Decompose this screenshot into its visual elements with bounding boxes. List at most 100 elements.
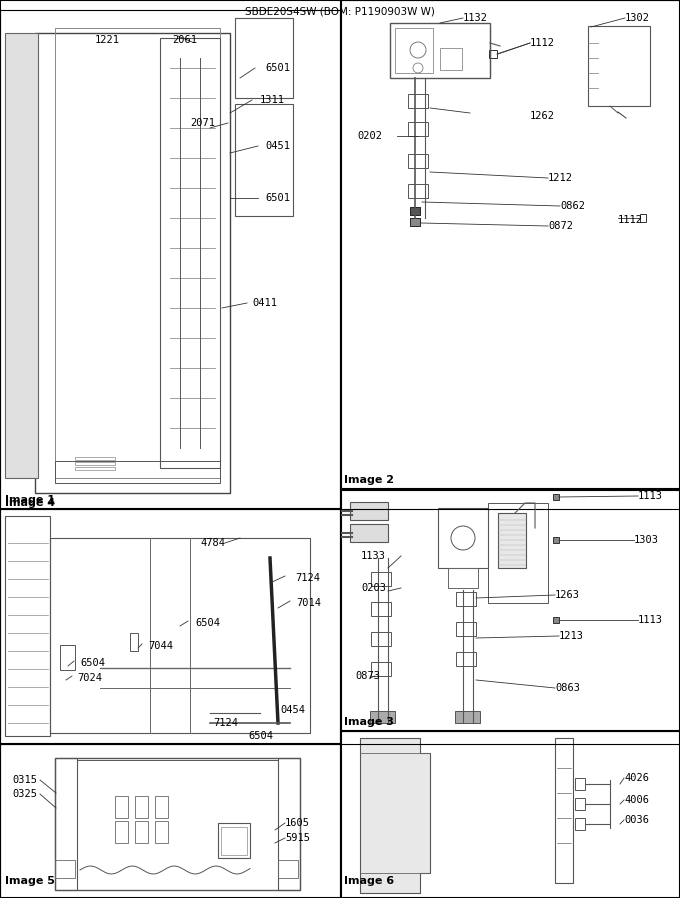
Text: 0454: 0454 — [280, 705, 305, 715]
Text: 1113: 1113 — [638, 491, 663, 501]
Text: 0203: 0203 — [361, 583, 386, 593]
Bar — [489, 50, 497, 58]
Bar — [341, 489, 680, 730]
Bar — [75, 457, 115, 460]
Bar — [155, 821, 168, 843]
Text: 1113: 1113 — [638, 615, 663, 625]
Text: 6504: 6504 — [195, 618, 220, 628]
Text: 0451: 0451 — [265, 141, 290, 151]
Text: 1221: 1221 — [95, 35, 120, 45]
Bar — [75, 467, 115, 470]
Text: Image 2: Image 2 — [344, 475, 394, 485]
Bar — [75, 462, 115, 465]
Text: 0863: 0863 — [555, 683, 580, 693]
Text: 7044: 7044 — [148, 641, 173, 651]
Bar — [221, 827, 247, 855]
Text: 5915: 5915 — [285, 833, 310, 843]
Bar — [371, 632, 391, 646]
Text: 4784: 4784 — [200, 538, 225, 548]
Text: 6501: 6501 — [265, 193, 290, 203]
Text: 0315: 0315 — [12, 775, 37, 785]
Bar — [640, 214, 646, 222]
Text: 1263: 1263 — [555, 590, 580, 600]
Bar — [408, 184, 428, 198]
Bar — [408, 94, 428, 108]
Bar — [55, 758, 300, 890]
Bar — [50, 538, 310, 733]
Bar — [448, 568, 478, 588]
Text: 1302: 1302 — [625, 13, 650, 23]
Bar — [341, 731, 680, 898]
Bar — [410, 207, 420, 215]
Text: 1213: 1213 — [559, 631, 584, 641]
Bar — [135, 796, 148, 818]
Bar — [278, 758, 300, 890]
Text: 0862: 0862 — [560, 201, 585, 211]
Text: 4006: 4006 — [624, 795, 649, 805]
Bar — [130, 633, 138, 651]
Bar — [410, 218, 420, 226]
Text: Image 1: Image 1 — [5, 495, 55, 505]
Bar — [553, 537, 559, 543]
Text: 1605: 1605 — [285, 818, 310, 828]
Bar — [408, 122, 428, 136]
Text: Image 5: Image 5 — [5, 876, 55, 886]
Bar — [0, 10, 340, 508]
Text: Image 3: Image 3 — [344, 717, 394, 727]
Text: 1262: 1262 — [530, 111, 555, 121]
Polygon shape — [360, 738, 430, 893]
Bar — [350, 524, 388, 542]
Bar — [341, 0, 680, 488]
Bar — [575, 778, 585, 790]
Text: SBDE20S4SW (BOM: P1190903W W): SBDE20S4SW (BOM: P1190903W W) — [245, 7, 435, 17]
Bar — [455, 711, 480, 723]
Bar — [488, 503, 548, 603]
Text: 6504: 6504 — [80, 658, 105, 668]
Bar — [438, 508, 488, 568]
Bar — [278, 860, 298, 878]
Bar — [498, 513, 526, 568]
Text: 0872: 0872 — [548, 221, 573, 231]
Bar — [395, 28, 433, 73]
Text: 1112: 1112 — [530, 38, 555, 48]
Bar — [555, 738, 573, 883]
Bar — [0, 509, 340, 743]
Text: 1132: 1132 — [463, 13, 488, 23]
Text: Image 6: Image 6 — [344, 876, 394, 886]
Text: 0873: 0873 — [355, 671, 380, 681]
Bar — [0, 744, 340, 898]
Bar — [370, 711, 395, 723]
Text: 1311: 1311 — [260, 95, 285, 105]
Text: 1303: 1303 — [634, 535, 659, 545]
Text: 7124: 7124 — [213, 718, 238, 728]
Bar — [371, 662, 391, 676]
Bar — [135, 821, 148, 843]
Bar — [115, 821, 128, 843]
Polygon shape — [5, 33, 38, 478]
Text: 1212: 1212 — [548, 173, 573, 183]
Bar — [55, 461, 220, 483]
Bar — [456, 592, 476, 606]
Bar — [371, 602, 391, 616]
Text: 1133: 1133 — [361, 551, 386, 561]
Bar — [390, 23, 490, 78]
Text: 6501: 6501 — [265, 63, 290, 73]
Text: 7014: 7014 — [296, 598, 321, 608]
Bar — [55, 28, 220, 478]
Text: 0411: 0411 — [252, 298, 277, 308]
Text: 2061: 2061 — [172, 35, 197, 45]
Text: 1112: 1112 — [618, 215, 643, 225]
Bar — [456, 652, 476, 666]
Bar — [575, 818, 585, 830]
Bar — [371, 572, 391, 586]
Bar — [35, 33, 230, 493]
Bar — [5, 516, 50, 736]
Text: 0036: 0036 — [624, 815, 649, 825]
Text: 6504: 6504 — [248, 731, 273, 741]
Bar — [440, 48, 462, 70]
Bar — [160, 38, 220, 468]
Bar — [350, 502, 388, 520]
Bar — [553, 617, 559, 623]
Bar — [588, 26, 650, 106]
Bar — [456, 622, 476, 636]
